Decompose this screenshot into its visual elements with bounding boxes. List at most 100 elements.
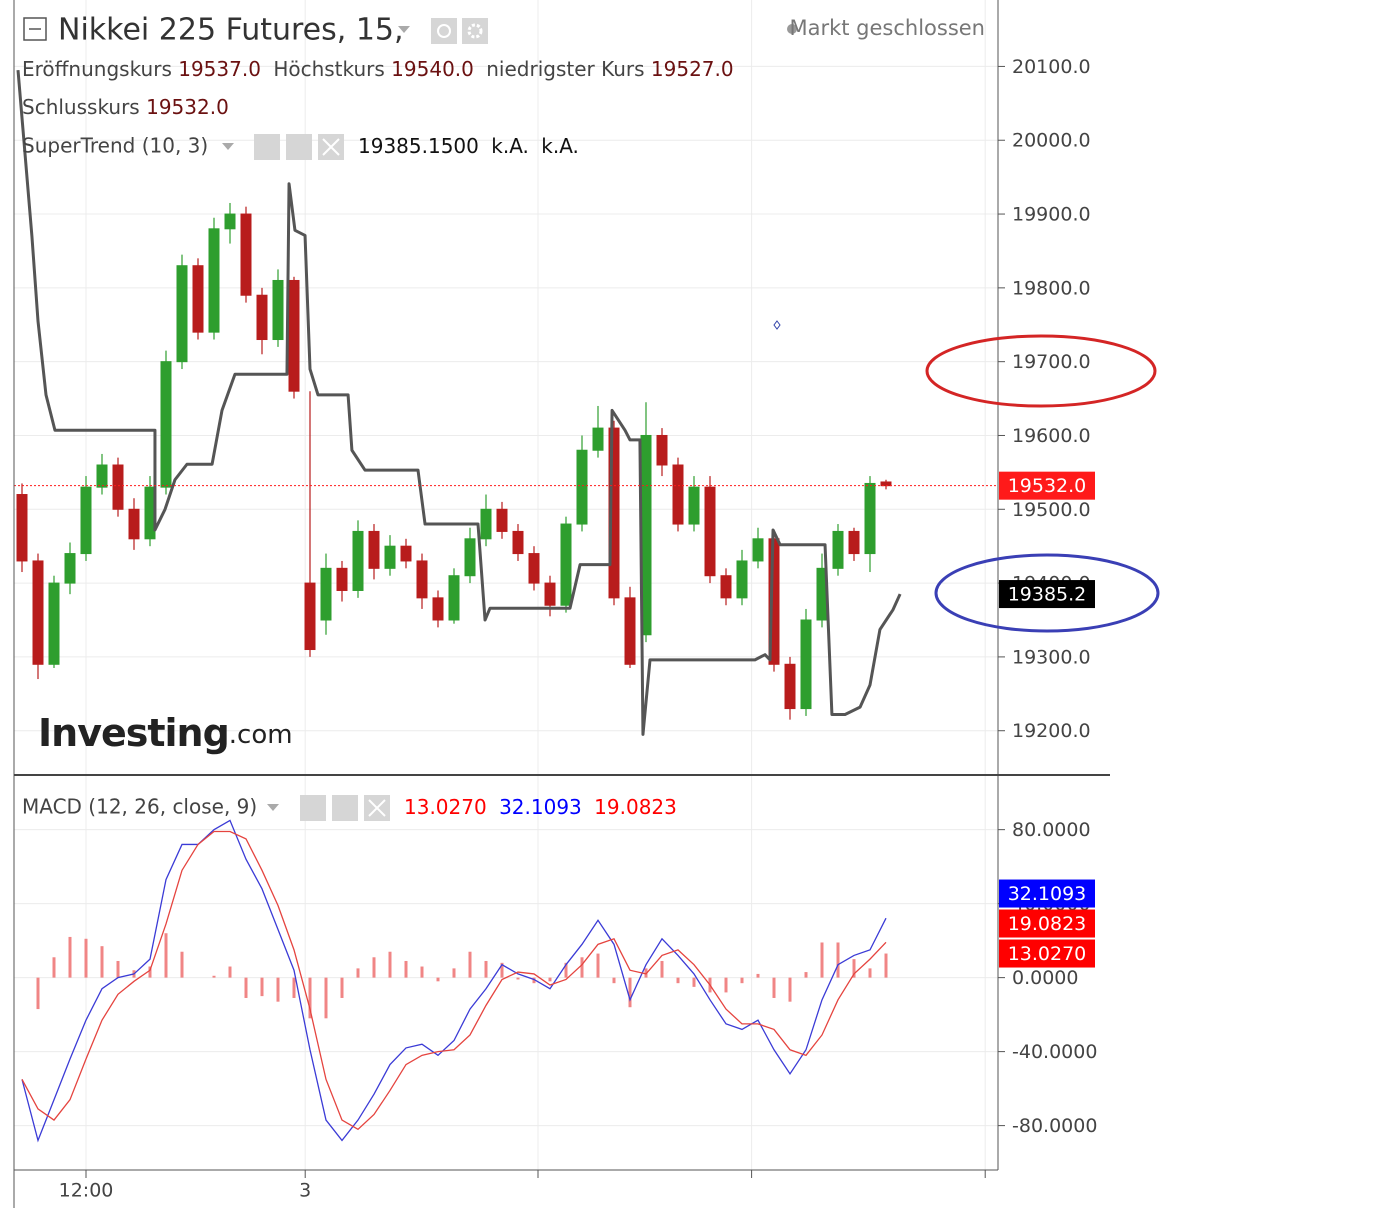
ohlc-legend: Schlusskurs 19532.0 — [22, 95, 229, 119]
plot-area: 19200.019300.019400.019500.019600.019700… — [14, 0, 1097, 1202]
candle-body — [880, 481, 892, 487]
market-status: Markt geschlossen — [789, 16, 985, 40]
eye-icon — [437, 24, 451, 38]
candle-body — [784, 663, 796, 710]
macd-line — [21, 819, 887, 1143]
candle-body — [736, 560, 748, 599]
candle-body — [48, 582, 60, 665]
candle-body — [64, 553, 76, 584]
indicator-values: 19385.1500 k.A. k.A. — [358, 134, 579, 158]
annotations — [925, 334, 1160, 633]
watermark-brand: Investing — [38, 711, 229, 755]
candle-body — [496, 508, 508, 532]
candle-body — [256, 294, 268, 341]
macd-values: 13.0270 32.1093 19.0823 — [404, 795, 677, 819]
eye-button[interactable] — [254, 134, 280, 160]
legend-value: 19532.0 — [146, 95, 229, 119]
candle-body — [368, 530, 380, 569]
y-tick-label: 19700.0 — [1012, 351, 1091, 373]
candle-body — [16, 494, 28, 562]
candle-body — [480, 508, 492, 540]
candle-body — [320, 567, 332, 621]
x-tick-label: 12:00 — [59, 1180, 114, 1202]
dropdown[interactable] — [222, 143, 234, 150]
candle-body — [192, 265, 204, 333]
candle-body — [704, 486, 716, 577]
candle-body — [672, 464, 684, 525]
candle-body — [608, 427, 620, 599]
candle-body — [544, 582, 556, 606]
macd-value: 32.1093 — [499, 795, 582, 819]
candle-body — [304, 582, 316, 651]
settings-button[interactable] — [332, 795, 358, 821]
legend-label: Höchstkurs — [273, 57, 385, 81]
candle-body — [288, 279, 300, 392]
candle-body — [560, 523, 572, 606]
macd-value: 19.0823 — [594, 795, 677, 819]
candle-body — [688, 486, 700, 525]
candle-body — [160, 361, 172, 488]
candle-body — [864, 482, 876, 555]
y-tick-label: 19900.0 — [1012, 204, 1091, 226]
value-box — [999, 580, 1095, 609]
settings-button[interactable] — [286, 134, 312, 160]
candle-body — [848, 530, 860, 555]
candle-body — [752, 538, 764, 562]
collapse-button[interactable] — [23, 17, 47, 41]
legend-value: 19537.0 — [178, 57, 261, 81]
candle-body — [352, 530, 364, 591]
eye-button[interactable] — [431, 18, 457, 44]
y-tick-label: 0.0000 — [1012, 967, 1078, 989]
macd-line — [21, 830, 887, 1131]
supertrend-line — [16, 69, 902, 736]
value-box-label: 32.1093 — [1008, 883, 1087, 905]
candle-body — [384, 545, 396, 569]
y-tick-label: -40.0000 — [1012, 1041, 1097, 1063]
value-box — [999, 909, 1095, 938]
candle-body — [176, 265, 188, 363]
candle-body — [208, 228, 220, 333]
value-box-label: 13.0270 — [1008, 943, 1087, 965]
candle-body — [32, 560, 44, 665]
candle-body — [464, 538, 476, 577]
value-box-label: 19532.0 — [1008, 475, 1087, 497]
gear-icon — [467, 23, 483, 39]
y-tick-label: 19300.0 — [1012, 646, 1091, 668]
settings-button[interactable] — [462, 18, 488, 44]
y-tick-label: 20100.0 — [1012, 56, 1091, 78]
value-box — [999, 939, 1095, 968]
candle-body — [128, 508, 140, 540]
chart-title: Nikkei 225 Futures, 15, — [58, 13, 404, 48]
candle-body — [112, 464, 124, 510]
y-tick-label: 19600.0 — [1012, 425, 1091, 447]
y-tick-label: 80.0000 — [1012, 819, 1091, 841]
value-box — [999, 471, 1095, 500]
macd-value: 13.0270 — [404, 795, 487, 819]
candle-body — [832, 530, 844, 569]
remove-icon — [368, 799, 386, 817]
legend-label: Eröffnungskurs — [22, 57, 172, 81]
y-tick-label: 20000.0 — [1012, 130, 1091, 152]
candle-body — [800, 619, 812, 710]
dropdown[interactable] — [398, 26, 410, 33]
candle-body — [224, 213, 236, 230]
x-tick-label: 3 — [299, 1180, 311, 1202]
highlight-ellipse — [934, 553, 1160, 633]
candle-body — [240, 213, 252, 296]
candle-body — [528, 553, 540, 584]
indicator-legend: SuperTrend (10, 3) — [22, 134, 208, 158]
candle-body — [576, 449, 588, 525]
eye-button[interactable] — [300, 795, 326, 821]
legend-label: Schlusskurs — [22, 95, 140, 119]
candle-body — [96, 464, 108, 488]
legend-label: niedrigster Kurs — [486, 57, 644, 81]
candle-body — [448, 575, 460, 621]
indicator-value: k.A. — [491, 134, 529, 158]
candle-body — [400, 545, 412, 562]
value-box-label: 19.0823 — [1008, 913, 1087, 935]
watermark-domain: .com — [229, 720, 293, 750]
dropdown[interactable] — [267, 804, 279, 811]
value-box — [999, 879, 1095, 908]
legend-value: 19527.0 — [651, 57, 734, 81]
